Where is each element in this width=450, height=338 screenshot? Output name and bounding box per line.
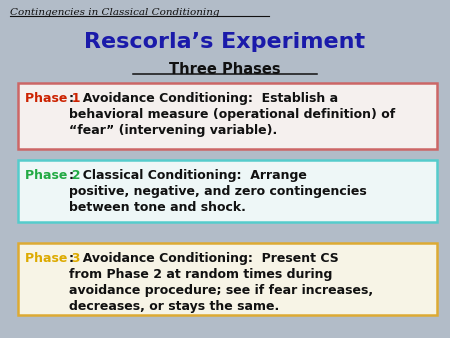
Text: :  Avoidance Conditioning:  Present CS
from Phase 2 at random times during
avoid: : Avoidance Conditioning: Present CS fro…	[69, 252, 374, 313]
Text: :  Avoidance Conditioning:  Establish a
behavioral measure (operational definiti: : Avoidance Conditioning: Establish a be…	[69, 92, 396, 137]
Text: Phase 3: Phase 3	[25, 252, 81, 265]
Text: Contingencies in Classical Conditioning: Contingencies in Classical Conditioning	[10, 8, 220, 18]
FancyBboxPatch shape	[18, 243, 436, 315]
Text: Rescorla’s Experiment: Rescorla’s Experiment	[85, 32, 365, 52]
FancyBboxPatch shape	[18, 83, 436, 149]
FancyBboxPatch shape	[18, 160, 436, 222]
Text: Phase 1: Phase 1	[25, 92, 81, 105]
Text: Three Phases: Three Phases	[169, 62, 281, 76]
Text: :  Classical Conditioning:  Arrange
positive, negative, and zero contingencies
b: : Classical Conditioning: Arrange positi…	[69, 169, 367, 214]
Text: Phase 2: Phase 2	[25, 169, 81, 182]
